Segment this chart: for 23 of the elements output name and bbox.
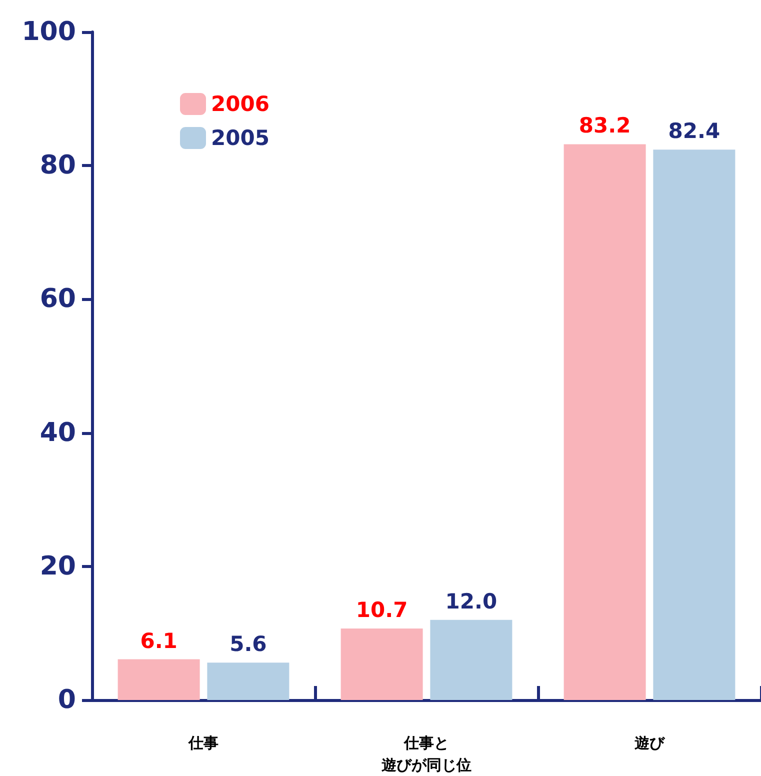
data-label: 83.2 bbox=[578, 114, 631, 138]
data-label: 82.4 bbox=[668, 119, 720, 144]
bar bbox=[653, 150, 736, 700]
bar bbox=[340, 628, 423, 700]
y-tick-label: 20 bbox=[40, 551, 76, 582]
bar bbox=[430, 620, 512, 700]
y-tick-label: 0 bbox=[58, 685, 76, 715]
y-tick-label: 100 bbox=[22, 17, 76, 47]
y-tick-label: 60 bbox=[40, 284, 76, 314]
data-label: 5.6 bbox=[230, 632, 267, 656]
y-tick-label: 40 bbox=[40, 418, 76, 448]
bar bbox=[118, 659, 200, 700]
data-label: 6.1 bbox=[140, 628, 178, 653]
bar bbox=[207, 662, 290, 700]
data-label: 10.7 bbox=[356, 598, 408, 622]
y-tick-label: 80 bbox=[40, 150, 76, 181]
x-tick-label: 遊び bbox=[634, 734, 666, 752]
x-tick-label: 仕事と遊びが同じ位 bbox=[382, 734, 472, 774]
bar bbox=[564, 144, 646, 700]
x-tick-label: 仕事 bbox=[188, 734, 218, 752]
data-label: 12.0 bbox=[445, 589, 498, 614]
legend-label: 2006 bbox=[211, 92, 270, 116]
legend-label: 2005 bbox=[211, 126, 270, 150]
